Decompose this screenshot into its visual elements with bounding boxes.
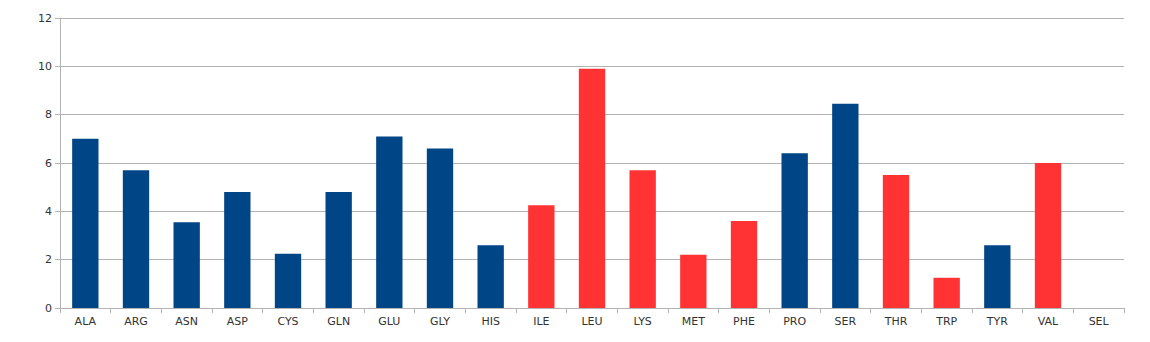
svg-text:10: 10 <box>38 60 52 73</box>
svg-text:4: 4 <box>45 205 52 218</box>
svg-text:6: 6 <box>45 157 52 170</box>
svg-text:PRO: PRO <box>783 315 806 328</box>
svg-text:MET: MET <box>682 315 705 328</box>
svg-text:ARG: ARG <box>124 315 148 328</box>
svg-text:TRP: TRP <box>935 315 957 328</box>
svg-text:ALA: ALA <box>75 315 97 328</box>
svg-text:GLU: GLU <box>378 315 400 328</box>
svg-text:ASP: ASP <box>227 315 249 328</box>
svg-text:0: 0 <box>45 302 52 315</box>
svg-text:THR: THR <box>884 315 908 328</box>
svg-text:12: 12 <box>38 12 52 25</box>
svg-text:GLN: GLN <box>327 315 350 328</box>
svg-text:VAL: VAL <box>1038 315 1059 328</box>
svg-text:PHE: PHE <box>733 315 755 328</box>
svg-text:TYR: TYR <box>986 315 1008 328</box>
svg-text:ILE: ILE <box>533 315 549 328</box>
svg-text:GLY: GLY <box>430 315 450 328</box>
svg-text:2: 2 <box>45 253 52 266</box>
svg-text:HIS: HIS <box>481 315 500 328</box>
svg-text:ASN: ASN <box>175 315 198 328</box>
svg-text:8: 8 <box>45 108 52 121</box>
svg-text:LEU: LEU <box>581 315 602 328</box>
svg-text:LYS: LYS <box>633 315 651 328</box>
svg-text:SER: SER <box>835 315 857 328</box>
svg-text:SEL: SEL <box>1089 315 1110 328</box>
svg-text:CYS: CYS <box>277 315 298 328</box>
